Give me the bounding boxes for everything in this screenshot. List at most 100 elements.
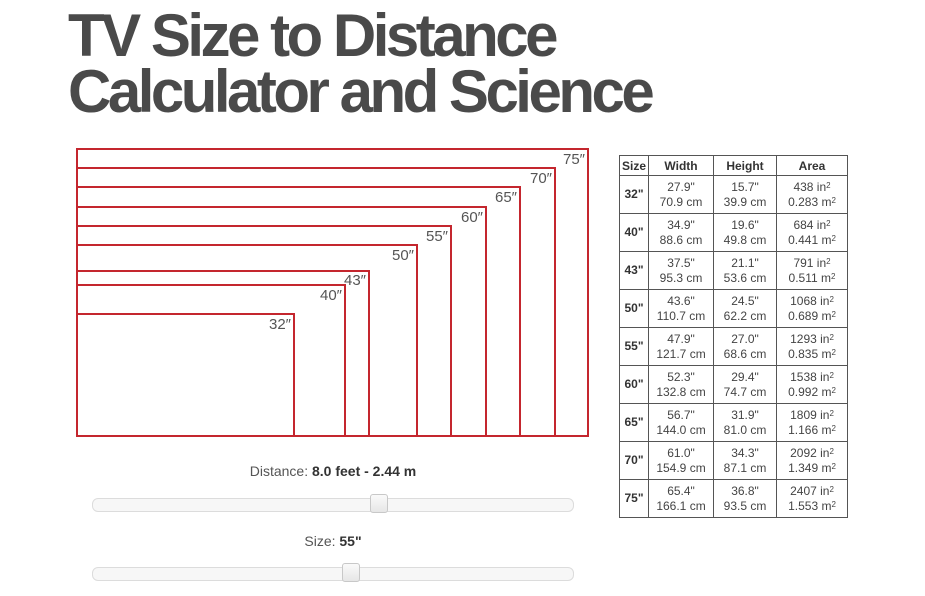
- area-sq-meters: 0.992 m: [788, 384, 832, 399]
- cell-area: 684 in2 0.441 m2: [776, 213, 849, 252]
- size-slider-handle[interactable]: [342, 563, 361, 582]
- height-inches: 19.6": [731, 217, 759, 232]
- table-row: 55" 47.9" 121.7 cm 27.0" 68.6 cm 1293 in2 0.83…: [618, 327, 849, 366]
- area-sq-meters: 1.553 m: [788, 498, 832, 513]
- height-inches: 15.7": [731, 179, 759, 194]
- cell-width: 27.9" 70.9 cm: [648, 175, 715, 214]
- area-exponent: 2: [829, 484, 834, 494]
- cell-height: 15.7" 39.9 cm: [713, 175, 778, 214]
- table-header-row: Size Width Height Area: [618, 155, 849, 176]
- area-exponent: 2: [831, 461, 836, 471]
- cell-size: 50": [618, 289, 650, 328]
- header-width: Width: [648, 155, 715, 176]
- table-row: 50" 43.6" 110.7 cm 24.5" 62.2 cm 1068 in2 0.68…: [618, 289, 849, 328]
- height-inches: 27.0": [731, 331, 759, 346]
- size-label: Size: 55": [133, 533, 533, 549]
- tv-size-label: 32″: [269, 316, 292, 333]
- tv-size-label: 70″: [530, 170, 553, 187]
- cell-height: 24.5" 62.2 cm: [713, 289, 778, 328]
- width-cm: 144.0 cm: [656, 422, 706, 437]
- table-row: 43" 37.5" 95.3 cm 21.1" 53.6 cm 791 in2 0.511 …: [618, 251, 849, 290]
- width-cm: 110.7 cm: [656, 308, 706, 323]
- distance-slider-handle[interactable]: [370, 494, 389, 513]
- table-row: 70" 61.0" 154.9 cm 34.3" 87.1 cm 2092 in2 1.34…: [618, 441, 849, 480]
- size-slider-track[interactable]: [92, 563, 574, 582]
- width-cm: 70.9 cm: [659, 194, 703, 209]
- cell-height: 27.0" 68.6 cm: [713, 327, 778, 366]
- area-sq-meters: 0.511 m: [788, 270, 832, 285]
- area-sq-meters: 1.349 m: [788, 460, 832, 475]
- cell-area: 1809 in2 1.166 m2: [776, 403, 849, 442]
- height-inches: 29.4": [731, 369, 759, 384]
- height-cm: 39.9 cm: [723, 194, 767, 209]
- area-sq-inches: 791 in: [793, 255, 827, 270]
- cell-width: 43.6" 110.7 cm: [648, 289, 715, 328]
- area-exponent: 2: [826, 218, 831, 228]
- tv-size-label: 65″: [495, 189, 518, 206]
- cell-height: 36.8" 93.5 cm: [713, 479, 778, 518]
- page-title-line-2: Calculator and Science: [68, 58, 655, 125]
- tv-outline-50: [76, 244, 418, 437]
- area-exponent: 2: [831, 195, 836, 205]
- width-inches: 34.9": [667, 217, 695, 232]
- area-sq-inches: 1293 in: [790, 331, 830, 346]
- area-sq-meters: 0.689 m: [788, 308, 832, 323]
- cell-width: 52.3" 132.8 cm: [648, 365, 715, 404]
- area-exponent: 2: [831, 499, 836, 509]
- page-title: TV Size to Distance Calculator and Scien…: [68, 2, 655, 125]
- tv-size-label: 75″: [563, 151, 586, 168]
- width-cm: 166.1 cm: [656, 498, 706, 513]
- cell-area: 438 in2 0.283 m2: [776, 175, 849, 214]
- cell-size: 40": [618, 213, 650, 252]
- area-exponent: 2: [831, 385, 836, 395]
- cell-area: 791 in2 0.511 m2: [776, 251, 849, 290]
- table-row: 65" 56.7" 144.0 cm 31.9" 81.0 cm 1809 in2 1.16…: [618, 403, 849, 442]
- height-inches: 24.5": [731, 293, 759, 308]
- area-exponent: 2: [831, 423, 836, 433]
- distance-slider-track[interactable]: [92, 494, 574, 513]
- height-cm: 68.6 cm: [723, 346, 767, 361]
- area-sq-inches: 2092 in: [790, 445, 830, 460]
- cell-area: 1068 in2 0.689 m2: [776, 289, 849, 328]
- height-inches: 34.3": [731, 445, 759, 460]
- tv-outline-40: [76, 284, 346, 437]
- area-exponent: 2: [829, 408, 834, 418]
- cell-height: 19.6" 49.8 cm: [713, 213, 778, 252]
- cell-height: 29.4" 74.7 cm: [713, 365, 778, 404]
- size-label-text: Size:: [304, 533, 336, 549]
- table-row: 40" 34.9" 88.6 cm 19.6" 49.8 cm 684 in2 0.441 …: [618, 213, 849, 252]
- header-size: Size: [618, 155, 650, 176]
- area-sq-inches: 1068 in: [790, 293, 830, 308]
- page-title-line-1: TV Size to Distance: [68, 2, 558, 69]
- cell-area: 1293 in2 0.835 m2: [776, 327, 849, 366]
- width-inches: 52.3": [667, 369, 695, 384]
- cell-area: 2092 in2 1.349 m2: [776, 441, 849, 480]
- cell-size: 60": [618, 365, 650, 404]
- tv-outline-65: [76, 186, 521, 437]
- height-cm: 87.1 cm: [723, 460, 767, 475]
- width-cm: 154.9 cm: [656, 460, 706, 475]
- distance-label: Distance: 8.0 feet - 2.44 m: [133, 463, 533, 479]
- height-inches: 21.1": [731, 255, 759, 270]
- height-cm: 81.0 cm: [723, 422, 767, 437]
- cell-width: 56.7" 144.0 cm: [648, 403, 715, 442]
- area-exponent: 2: [829, 446, 834, 456]
- tv-size-label: 60″: [461, 209, 484, 226]
- table-row: 75" 65.4" 166.1 cm 36.8" 93.5 cm 2407 in2 1.55…: [618, 479, 849, 518]
- area-exponent: 2: [829, 332, 834, 342]
- width-inches: 43.6": [667, 293, 695, 308]
- area-exponent: 2: [831, 347, 836, 357]
- cell-height: 21.1" 53.6 cm: [713, 251, 778, 290]
- height-cm: 49.8 cm: [723, 232, 767, 247]
- tv-outline-70: [76, 167, 556, 437]
- tv-size-label: 43″: [344, 272, 367, 289]
- width-cm: 121.7 cm: [656, 346, 706, 361]
- cell-width: 65.4" 166.1 cm: [648, 479, 715, 518]
- cell-size: 43": [618, 251, 650, 290]
- cell-width: 47.9" 121.7 cm: [648, 327, 715, 366]
- width-inches: 65.4": [667, 483, 695, 498]
- cell-area: 2407 in2 1.553 m2: [776, 479, 849, 518]
- area-exponent: 2: [829, 370, 834, 380]
- width-cm: 95.3 cm: [659, 270, 703, 285]
- area-exponent: 2: [831, 309, 836, 319]
